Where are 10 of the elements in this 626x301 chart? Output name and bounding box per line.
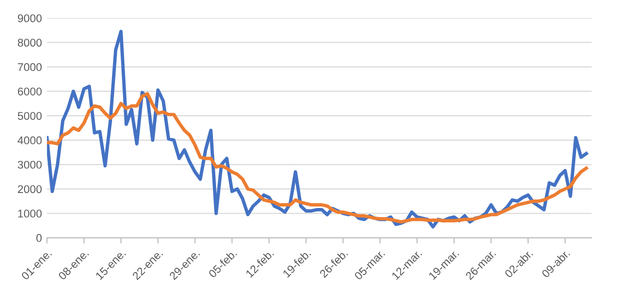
y-tick-label: 3000 bbox=[18, 160, 42, 169]
y-tick-label: 4000 bbox=[18, 136, 42, 144]
y-tick-label: 9000 bbox=[18, 14, 42, 22]
y-tick-label: 6000 bbox=[18, 88, 42, 96]
y-tick-label: 1000 bbox=[18, 210, 42, 218]
y-tick-label: 7000 bbox=[18, 63, 42, 72]
y-tick-label: 2000 bbox=[18, 185, 42, 194]
y-tick-label: 8000 bbox=[18, 38, 42, 47]
y-tick-label: 5000 bbox=[18, 112, 42, 120]
y-tick-label: 0 bbox=[36, 234, 42, 242]
